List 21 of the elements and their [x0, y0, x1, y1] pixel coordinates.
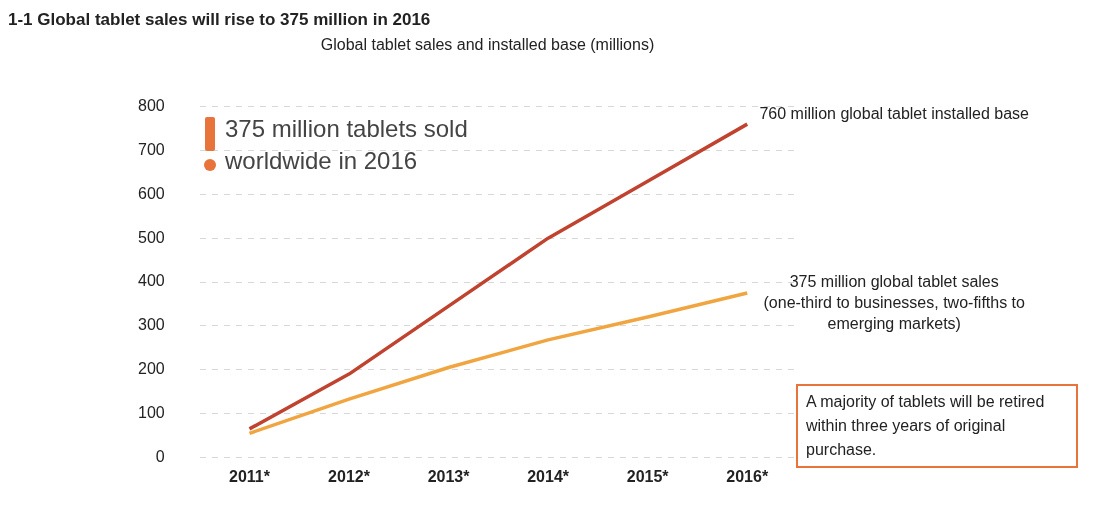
y-tick-label: 600: [137, 184, 165, 202]
x-tick-label: 2011*: [229, 468, 271, 486]
y-tick-label: 700: [137, 140, 165, 158]
x-tick-label: 2014*: [527, 468, 570, 486]
x-tick-label: 2016*: [726, 468, 769, 486]
chart-subtitle: Global tablet sales and installed base (millions): [319, 36, 656, 55]
x-tick-label: 2013*: [427, 468, 471, 486]
y-tick-label: 300: [137, 316, 165, 334]
y-tick-label: 200: [137, 360, 165, 378]
y-tick-label: 100: [137, 403, 165, 421]
series-label: 760 million global tablet installed base: [759, 104, 1030, 122]
series-label: 375 million global tablet sales (one-third to businesses, two-fifths to emerging markets): [763, 273, 1026, 333]
annotation: 375 million tablets sold worldwide in 2016: [225, 114, 469, 176]
y-tick-label: 500: [137, 228, 165, 246]
chart-title: 1-1 Global tablet sales will rise to 375 million in 2016: [8, 9, 432, 31]
y-tick-label: 0: [155, 447, 165, 465]
x-tick-label: 2012*: [328, 468, 371, 486]
text: A majority of tablets will be retired within three years of original purchase.: [796, 384, 1078, 468]
x-tick-label: 2015*: [626, 468, 670, 486]
y-tick-label: 400: [137, 272, 165, 290]
y-tick-label: 800: [137, 97, 165, 115]
